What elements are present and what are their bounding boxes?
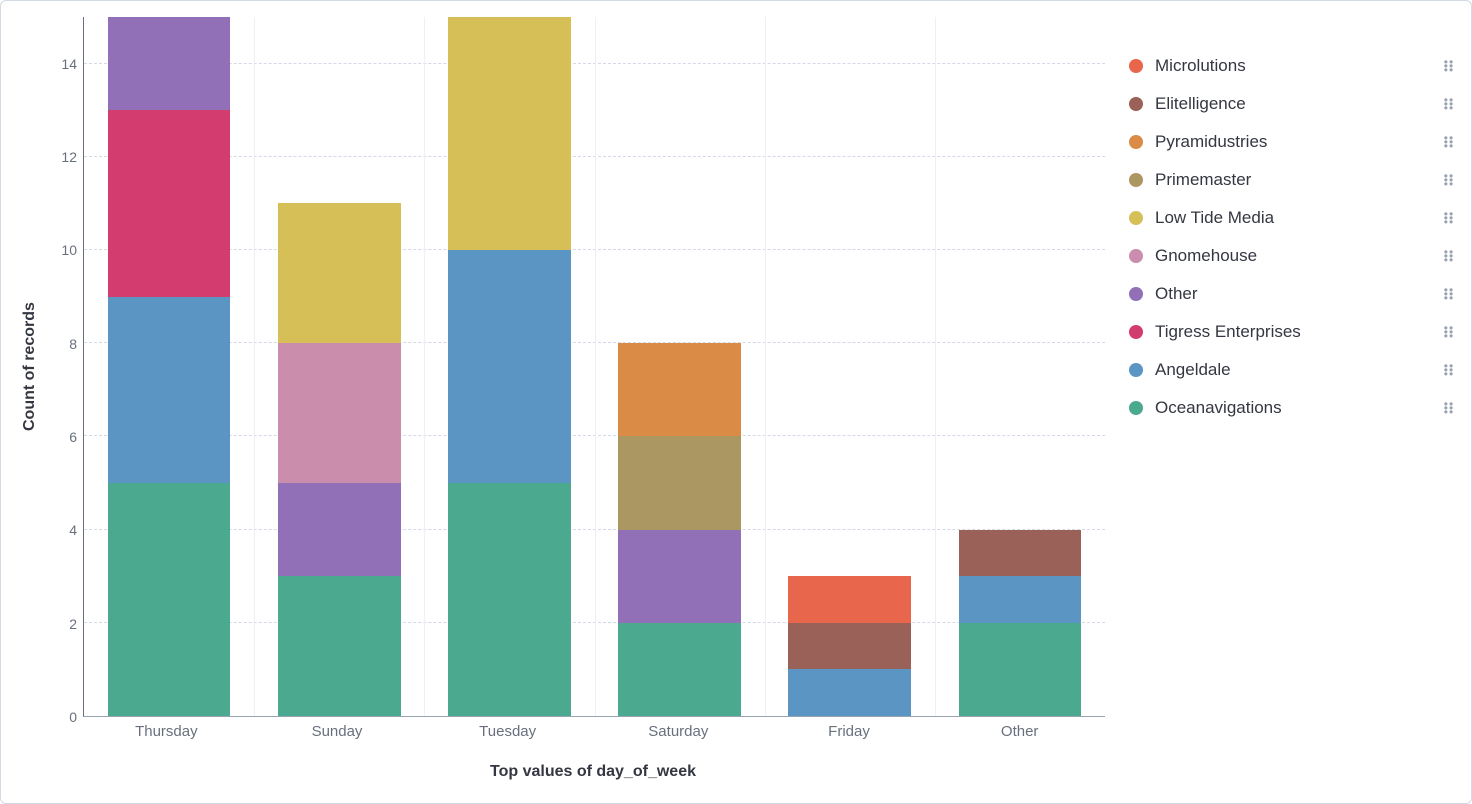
bar-segment[interactable] [448, 483, 571, 716]
x-tick: Tuesday [479, 723, 536, 740]
band-divider [765, 17, 766, 716]
legend-label: Oceanavigations [1155, 398, 1443, 418]
y-tick: 12 [61, 149, 77, 165]
legend-item[interactable]: Angeldale•••••• [1129, 351, 1455, 389]
bar-segment[interactable] [959, 623, 1082, 716]
legend-swatch [1129, 211, 1143, 225]
band-divider [424, 17, 425, 716]
chart-area: Count of records 0 2 4 6 8 10 12 14 Thursday Sun… [17, 17, 1105, 787]
bar-segment[interactable] [278, 483, 401, 576]
x-axis-ticks: Thursday Sunday Tuesday Saturday Friday Other [81, 717, 1105, 745]
drag-handle-icon[interactable]: •••••• [1443, 250, 1455, 262]
drag-handle-icon[interactable]: •••••• [1443, 212, 1455, 224]
legend-item[interactable]: Oceanavigations•••••• [1129, 389, 1455, 427]
bar-segment[interactable] [278, 343, 401, 483]
x-axis-title: Top values of day_of_week [81, 763, 1105, 781]
legend-label: Tigress Enterprises [1155, 322, 1443, 342]
drag-handle-icon[interactable]: •••••• [1443, 98, 1455, 110]
bar-segment[interactable] [959, 576, 1082, 623]
drag-handle-icon[interactable]: •••••• [1443, 136, 1455, 148]
legend-swatch [1129, 325, 1143, 339]
y-tick: 10 [61, 242, 77, 258]
x-tick: Sunday [312, 723, 363, 740]
x-axis-title-spacer [17, 745, 81, 787]
legend-label: Other [1155, 284, 1443, 304]
x-axis-row: Thursday Sunday Tuesday Saturday Friday Other [17, 717, 1105, 745]
bar[interactable] [959, 530, 1082, 716]
legend-label: Low Tide Media [1155, 208, 1443, 228]
legend-swatch [1129, 135, 1143, 149]
band-divider [935, 17, 936, 716]
x-tick: Other [1001, 723, 1039, 740]
bar-segment[interactable] [448, 17, 571, 250]
legend-item[interactable]: Other•••••• [1129, 275, 1455, 313]
legend-label: Microlutions [1155, 56, 1443, 76]
bar[interactable] [788, 576, 911, 716]
bar[interactable] [278, 203, 401, 716]
legend-label: Gnomehouse [1155, 246, 1443, 266]
legend-item[interactable]: Primemaster•••••• [1129, 161, 1455, 199]
legend-swatch [1129, 173, 1143, 187]
drag-handle-icon[interactable]: •••••• [1443, 402, 1455, 414]
y-tick: 0 [69, 709, 77, 725]
legend-item[interactable]: Pyramidustries•••••• [1129, 123, 1455, 161]
y-tick: 2 [69, 616, 77, 632]
drag-handle-icon[interactable]: •••••• [1443, 288, 1455, 300]
legend-item[interactable]: Low Tide Media•••••• [1129, 199, 1455, 237]
bar-segment[interactable] [278, 203, 401, 343]
x-tick: Saturday [648, 723, 708, 740]
legend-swatch [1129, 287, 1143, 301]
bar-segment[interactable] [618, 436, 741, 529]
y-axis-ticks: 02468101214 [43, 17, 83, 717]
legend: Microlutions••••••Elitelligence••••••Pyr… [1105, 17, 1455, 787]
legend-label: Pyramidustries [1155, 132, 1443, 152]
legend-label: Elitelligence [1155, 94, 1443, 114]
band-divider [254, 17, 255, 716]
drag-handle-icon[interactable]: •••••• [1443, 326, 1455, 338]
drag-handle-icon[interactable]: •••••• [1443, 174, 1455, 186]
x-tick: Thursday [135, 723, 198, 740]
bar[interactable] [618, 343, 741, 716]
bar-segment[interactable] [788, 623, 911, 670]
plot-area[interactable] [83, 17, 1105, 717]
band-divider [595, 17, 596, 716]
drag-handle-icon[interactable]: •••••• [1443, 364, 1455, 376]
y-axis-title: Count of records [17, 17, 43, 717]
bar[interactable] [448, 17, 571, 716]
y-tick: 14 [61, 56, 77, 72]
bar-segment[interactable] [788, 576, 911, 623]
bar-segment[interactable] [618, 343, 741, 436]
plot-row: Count of records 02468101214 [17, 17, 1105, 717]
y-tick: 8 [69, 336, 77, 352]
bar-segment[interactable] [618, 530, 741, 623]
x-tick: Friday [828, 723, 870, 740]
bar-segment[interactable] [788, 669, 911, 716]
chart-panel: Count of records 0 2 4 6 8 10 12 14 Thursday Sun… [0, 0, 1472, 804]
drag-handle-icon[interactable]: •••••• [1443, 60, 1455, 72]
legend-swatch [1129, 249, 1143, 263]
bar-segment[interactable] [108, 110, 231, 296]
legend-swatch [1129, 401, 1143, 415]
bar-segment[interactable] [108, 297, 231, 483]
legend-item[interactable]: Tigress Enterprises•••••• [1129, 313, 1455, 351]
legend-swatch [1129, 97, 1143, 111]
bar-segment[interactable] [448, 250, 571, 483]
legend-label: Primemaster [1155, 170, 1443, 190]
bar-segment[interactable] [108, 17, 231, 110]
legend-item[interactable]: Gnomehouse•••••• [1129, 237, 1455, 275]
legend-swatch [1129, 363, 1143, 377]
bar-segment[interactable] [959, 530, 1082, 577]
legend-item[interactable]: Elitelligence•••••• [1129, 85, 1455, 123]
bar-segment[interactable] [618, 623, 741, 716]
bar-segment[interactable] [278, 576, 401, 716]
y-tick: 6 [69, 429, 77, 445]
bar[interactable] [108, 17, 231, 716]
legend-item[interactable]: Microlutions•••••• [1129, 47, 1455, 85]
x-axis-title-row: Top values of day_of_week [17, 745, 1105, 787]
legend-label: Angeldale [1155, 360, 1443, 380]
bar-segment[interactable] [108, 483, 231, 716]
legend-swatch [1129, 59, 1143, 73]
y-tick: 4 [69, 522, 77, 538]
